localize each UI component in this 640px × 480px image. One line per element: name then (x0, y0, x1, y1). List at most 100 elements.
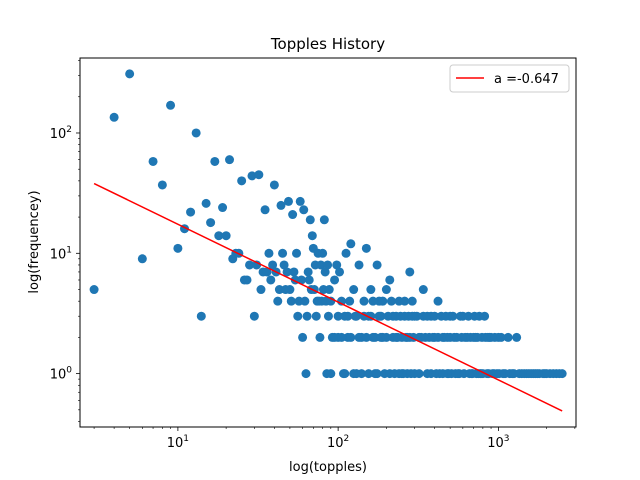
data-point (218, 203, 228, 213)
data-point (441, 311, 451, 321)
data-point (366, 285, 376, 295)
data-point (354, 260, 364, 270)
data-point (315, 332, 325, 342)
data-point (455, 311, 465, 321)
data-point (372, 369, 382, 379)
data-point (330, 275, 340, 285)
data-point (343, 311, 353, 321)
data-point (303, 267, 313, 277)
data-point (264, 248, 274, 258)
legend-fit-label: a =-0.647 (494, 72, 559, 87)
data-point (341, 248, 351, 258)
plot-frame (79, 57, 577, 428)
data-point (307, 231, 317, 241)
y-tick-label: 102 (50, 125, 72, 142)
data-point (357, 369, 367, 379)
x-tick-label: 101 (167, 434, 189, 451)
data-point (385, 275, 395, 285)
data-point (279, 260, 289, 270)
data-point (512, 332, 522, 342)
data-point (252, 260, 262, 270)
data-point (383, 311, 393, 321)
data-point (445, 332, 455, 342)
data-point (166, 100, 176, 110)
data-point (262, 267, 272, 277)
data-point (301, 369, 311, 379)
data-point (157, 180, 167, 190)
data-point (282, 267, 292, 277)
data-point (300, 296, 310, 306)
data-point (245, 260, 255, 270)
data-point (412, 311, 422, 321)
data-point (276, 200, 286, 210)
data-point (496, 332, 506, 342)
data-point (430, 311, 440, 321)
data-point (186, 207, 196, 217)
data-point (474, 311, 484, 321)
data-point (266, 275, 276, 285)
data-point (273, 296, 283, 306)
data-point (214, 231, 224, 241)
data-point (361, 243, 371, 253)
x-tick-label: 102 (327, 434, 349, 451)
data-point (332, 260, 342, 270)
data-point (293, 311, 303, 321)
fit-line-layer (93, 182, 563, 412)
data-point (305, 215, 315, 225)
data-point (196, 311, 206, 321)
data-point (448, 311, 458, 321)
data-point (378, 296, 388, 306)
data-point (260, 205, 270, 215)
data-point (324, 285, 334, 295)
data-point (418, 285, 428, 295)
data-point (210, 156, 220, 166)
data-point (368, 296, 378, 306)
data-point (283, 196, 293, 206)
data-point (256, 285, 266, 295)
data-point (285, 285, 295, 295)
data-point (173, 243, 183, 253)
data-point (109, 112, 119, 122)
axis-ticks: 101 102 103 100 101 102 (50, 60, 576, 451)
data-point (381, 332, 391, 342)
data-point (292, 248, 302, 258)
data-point (298, 332, 308, 342)
data-point (333, 311, 343, 321)
data-point (311, 311, 321, 321)
data-point (554, 369, 564, 379)
y-tick-label: 100 (50, 366, 73, 383)
data-point (268, 260, 278, 270)
data-point (337, 332, 347, 342)
chart-title: Topples History (270, 35, 385, 53)
data-point (351, 311, 361, 321)
data-point (340, 369, 350, 379)
data-point (247, 171, 257, 181)
scatter-points (89, 69, 567, 379)
data-point (405, 267, 415, 277)
data-point (254, 170, 264, 180)
data-point (503, 332, 513, 342)
data-point (433, 296, 443, 306)
data-point (433, 332, 443, 342)
data-point (201, 198, 211, 208)
x-tick-label: 103 (487, 434, 509, 451)
data-point (361, 332, 371, 342)
data-point (407, 296, 417, 306)
data-point (422, 311, 432, 321)
data-point (323, 311, 333, 321)
fit-line (93, 182, 563, 412)
data-point (335, 267, 345, 277)
data-point (269, 180, 279, 190)
data-point (318, 248, 328, 258)
data-point (249, 311, 259, 321)
data-point (148, 156, 158, 166)
data-point (400, 296, 410, 306)
data-point (372, 260, 382, 270)
data-point (295, 196, 305, 206)
data-point (237, 176, 247, 186)
data-point (89, 285, 99, 295)
data-point (345, 296, 355, 306)
data-point (346, 239, 356, 249)
x-axis-label: log(topples) (289, 460, 367, 475)
